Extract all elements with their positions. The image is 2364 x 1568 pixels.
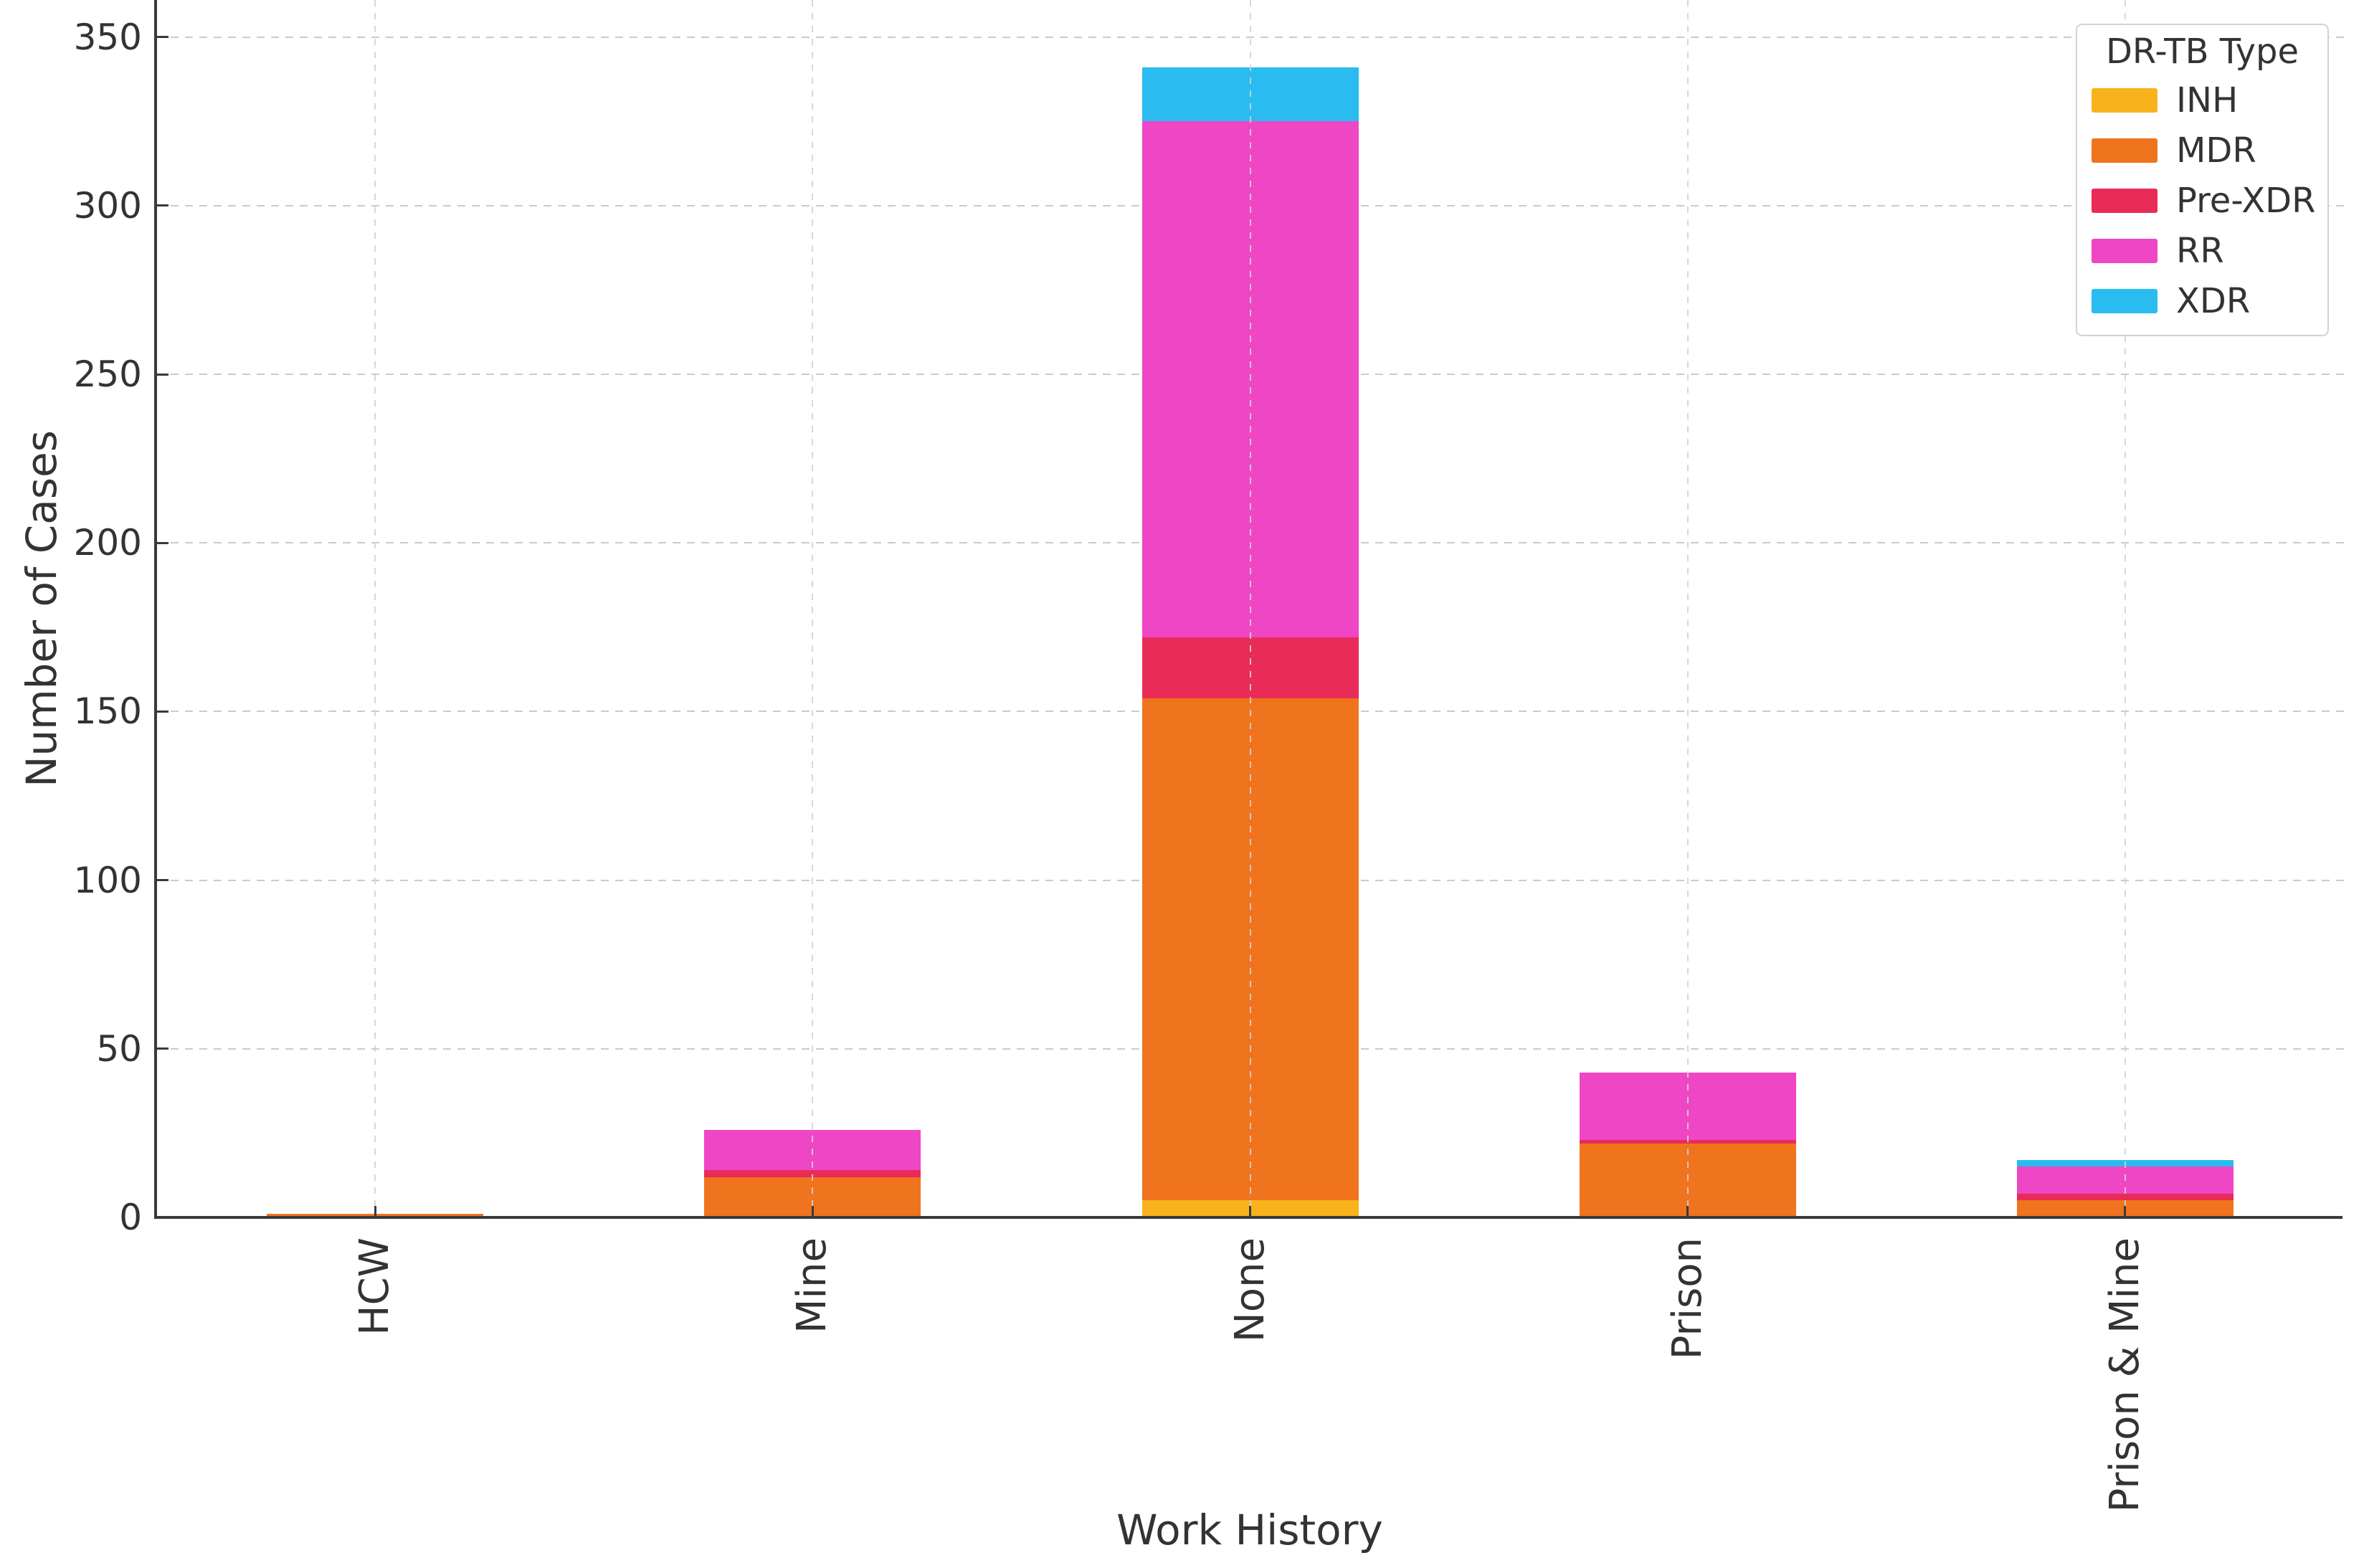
legend-title: DR-TB Type	[2105, 32, 2299, 72]
x-tick-mark	[811, 1206, 814, 1217]
y-tick-label: 100	[73, 859, 142, 901]
y-tick-mark	[156, 36, 168, 39]
legend-item-xdr: XDR	[2086, 276, 2319, 326]
x-axis-title: Work History	[1116, 1506, 1383, 1554]
legend-swatch-xdr	[2092, 289, 2157, 313]
y-tick-mark	[156, 879, 168, 882]
legend-item-pre-xdr: Pre-XDR	[2086, 176, 2319, 226]
x-gridline	[374, 0, 376, 1217]
x-tick-label: Prison	[1663, 1237, 1711, 1360]
legend-item-inh: INH	[2086, 75, 2319, 125]
x-gridline	[812, 0, 814, 1217]
legend-swatch-rr	[2092, 239, 2157, 263]
y-tick-label: 250	[73, 353, 142, 396]
x-tick-mark	[374, 1206, 376, 1217]
y-axis-title: Number of Cases	[17, 430, 66, 787]
x-tick-label: HCW	[351, 1237, 398, 1336]
y-tick-mark	[156, 710, 168, 713]
y-tick-label: 200	[73, 522, 142, 564]
y-tick-label: 0	[119, 1197, 142, 1238]
y-tick-label: 50	[96, 1027, 142, 1070]
legend-swatch-mdr	[2092, 138, 2157, 163]
legend-item-mdr: MDR	[2086, 125, 2319, 176]
y-tick-label: 350	[73, 16, 142, 58]
plot-area	[156, 0, 2344, 1219]
y-tick-label: 150	[73, 690, 142, 733]
x-tick-label: Prison & Mine	[2101, 1237, 2148, 1513]
y-tick-mark	[156, 1047, 168, 1050]
x-tick-label: Mine	[789, 1237, 836, 1334]
y-axis-spine	[154, 0, 157, 1219]
x-tick-mark	[1249, 1206, 1251, 1217]
y-tick-mark	[156, 204, 168, 207]
legend-label: XDR	[2176, 281, 2251, 321]
x-tick-mark	[2124, 1206, 2127, 1217]
x-gridline	[1686, 0, 1689, 1217]
legend-label: RR	[2176, 231, 2224, 271]
legend-swatch-inh	[2092, 88, 2157, 113]
x-axis-spine	[154, 1216, 2342, 1219]
x-gridline	[2124, 0, 2126, 1217]
x-tick-mark	[1686, 1206, 1689, 1217]
y-tick-mark	[156, 373, 168, 376]
y-tick-label: 300	[73, 184, 142, 227]
legend-item-rr: RR	[2086, 226, 2319, 276]
legend-swatch-pre-xdr	[2092, 189, 2157, 213]
legend-items: INH MDR Pre-XDR RR XDR	[2086, 75, 2319, 326]
x-gridline	[1249, 0, 1251, 1217]
legend-label: MDR	[2176, 130, 2256, 171]
legend: DR-TB Type INH MDR Pre-XDR RR XDR	[2076, 24, 2329, 336]
legend-label: INH	[2176, 80, 2239, 120]
y-tick-mark	[156, 541, 168, 544]
legend-label: Pre-XDR	[2176, 181, 2316, 221]
x-tick-label: None	[1226, 1237, 1273, 1343]
